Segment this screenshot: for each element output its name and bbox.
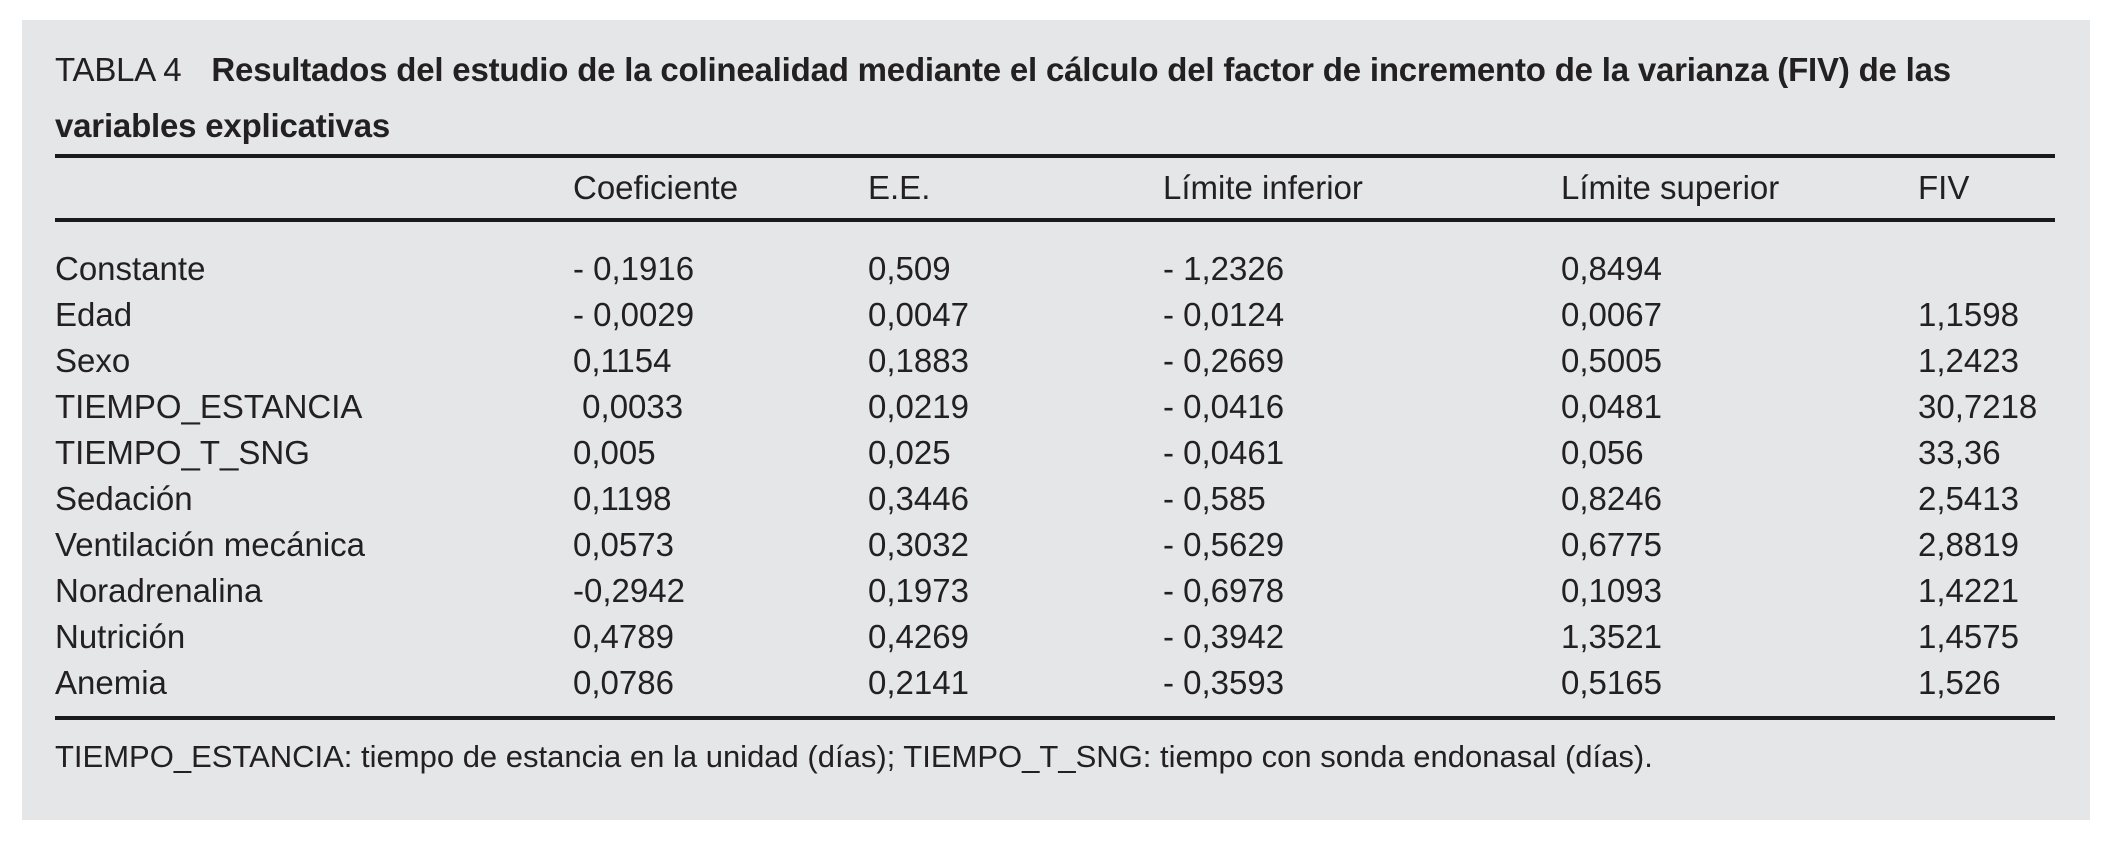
- cell-coeficiente: 0,005: [573, 434, 656, 471]
- table-title: Resultados del estudio de la colinealida…: [55, 51, 1951, 144]
- cell-fiv: 30,7218: [1918, 388, 2038, 425]
- results-table: Coeficiente E.E. Límite inferior Límite sup…: [55, 154, 2055, 720]
- cell-ee: 0,3446: [868, 480, 969, 517]
- table-row: TIEMPO_ESTANCIA 0,0033 0,0219 - 0,0416 0,04…: [55, 384, 2055, 430]
- table-row: Anemia 0,0786 0,2141 - 0,3593 0,5165 1,526: [55, 660, 2055, 718]
- cell-limite-inferior: - 0,6978: [1163, 572, 1285, 609]
- cell-limite-inferior: - 0,0416: [1163, 388, 1285, 425]
- cell-coeficiente: 0,1198: [573, 480, 672, 517]
- table-row: Sedación 0,1198 0,3446 - 0,585 0,8246 2,5413: [55, 476, 2055, 522]
- table-row: Ventilación mecánica 0,0573 0,3032 - 0,5629…: [55, 522, 2055, 568]
- cell-ee: 0,1973: [868, 572, 969, 609]
- cell-limite-superior: 0,6775: [1561, 526, 1662, 563]
- column-header-limite-inferior: Límite inferior: [1163, 156, 1561, 222]
- cell-coeficiente: 0,0033: [573, 388, 684, 425]
- cell-ee: 0,2141: [868, 664, 969, 701]
- column-header-limite-superior: Límite superior: [1561, 156, 1918, 222]
- cell-limite-superior: 0,1093: [1561, 572, 1662, 609]
- cell-fiv: 1,1598: [1918, 296, 2019, 333]
- cell-coeficiente: 0,0786: [573, 664, 674, 701]
- column-header-coeficiente: Coeficiente: [573, 156, 868, 222]
- cell-variable: Sedación: [55, 480, 193, 517]
- cell-ee: 0,025: [868, 434, 951, 471]
- cell-variable: Noradrenalina: [55, 572, 263, 609]
- cell-variable: Edad: [55, 296, 133, 333]
- cell-limite-superior: 0,5165: [1561, 664, 1662, 701]
- cell-limite-superior: 0,5005: [1561, 342, 1662, 379]
- cell-coeficiente: -0,2942: [573, 572, 685, 609]
- cell-limite-inferior: - 1,2326: [1163, 250, 1285, 287]
- cell-variable: Nutrición: [55, 618, 186, 655]
- cell-coeficiente: 0,4789: [573, 618, 674, 655]
- column-header-variable: [55, 156, 573, 222]
- cell-limite-inferior: - 0,585: [1163, 480, 1266, 517]
- table-row: TIEMPO_T_SNG 0,005 0,025 - 0,0461 0,056 33,36: [55, 430, 2055, 476]
- table-row: Sexo 0,1154 0,1883 - 0,2669 0,5005 1,2423: [55, 338, 2055, 384]
- table-row: Constante - 0,1916 0,509 - 1,2326 0,8494: [55, 220, 2055, 292]
- cell-fiv: 2,5413: [1918, 480, 2019, 517]
- cell-fiv: 33,36: [1918, 434, 2001, 471]
- cell-limite-superior: 0,0067: [1561, 296, 1662, 333]
- cell-ee: 0,1883: [868, 342, 969, 379]
- cell-limite-superior: 0,056: [1561, 434, 1644, 471]
- cell-limite-superior: 1,3521: [1561, 618, 1662, 655]
- cell-limite-inferior: - 0,0124: [1163, 296, 1285, 333]
- cell-fiv: 1,526: [1918, 664, 2001, 701]
- cell-variable: TIEMPO_T_SNG: [55, 434, 310, 471]
- cell-fiv: 1,4575: [1918, 618, 2019, 655]
- column-header-fiv: FIV: [1918, 156, 2055, 222]
- cell-fiv: 2,8819: [1918, 526, 2019, 563]
- cell-ee: 0,0047: [868, 296, 969, 333]
- cell-coeficiente: 0,0573: [573, 526, 674, 563]
- cell-limite-inferior: - 0,5629: [1163, 526, 1285, 563]
- table-footnote: TIEMPO_ESTANCIA: tiempo de estancia en l…: [55, 739, 1653, 774]
- cell-fiv: 1,2423: [1918, 342, 2019, 379]
- cell-fiv: 1,4221: [1918, 572, 2019, 609]
- cell-variable: Constante: [55, 250, 206, 287]
- cell-variable: TIEMPO_ESTANCIA: [55, 388, 363, 425]
- cell-limite-inferior: - 0,2669: [1163, 342, 1285, 379]
- table-row: Nutrición 0,4789 0,4269 - 0,3942 1,3521 1,457…: [55, 614, 2055, 660]
- cell-limite-inferior: - 0,3593: [1163, 664, 1285, 701]
- cell-limite-inferior: - 0,0461: [1163, 434, 1285, 471]
- cell-coeficiente: - 0,1916: [573, 250, 695, 287]
- table-row: Edad - 0,0029 0,0047 - 0,0124 0,0067 1,1598: [55, 292, 2055, 338]
- cell-variable: Anemia: [55, 664, 167, 701]
- cell-limite-superior: 0,8246: [1561, 480, 1662, 517]
- cell-limite-superior: 0,8494: [1561, 250, 1662, 287]
- cell-ee: 0,509: [868, 250, 951, 287]
- header-row: Coeficiente E.E. Límite inferior Límite sup…: [55, 156, 2055, 222]
- cell-fiv: [1918, 220, 2055, 292]
- table-body: Constante - 0,1916 0,509 - 1,2326 0,8494 Edad…: [55, 220, 2055, 718]
- cell-coeficiente: 0,1154: [573, 342, 672, 379]
- table-caption: TABLA 4 Resultados del estudio de la coli…: [55, 42, 2045, 154]
- cell-coeficiente: - 0,0029: [573, 296, 695, 333]
- cell-ee: 0,4269: [868, 618, 969, 655]
- cell-variable: Sexo: [55, 342, 131, 379]
- table-label: TABLA 4: [55, 51, 182, 88]
- cell-ee: 0,3032: [868, 526, 969, 563]
- table-row: Noradrenalina -0,2942 0,1973 - 0,6978 0,1093…: [55, 568, 2055, 614]
- cell-limite-inferior: - 0,3942: [1163, 618, 1285, 655]
- cell-ee: 0,0219: [868, 388, 969, 425]
- column-header-ee: E.E.: [868, 156, 1163, 222]
- cell-limite-superior: 0,0481: [1561, 388, 1662, 425]
- cell-variable: Ventilación mecánica: [55, 526, 366, 563]
- table-panel: TABLA 4 Resultados del estudio de la coli…: [22, 20, 2090, 820]
